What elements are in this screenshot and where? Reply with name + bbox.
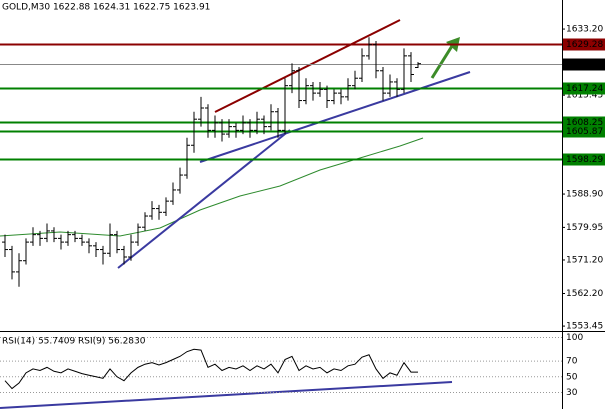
level-label: 1629.28	[566, 40, 603, 50]
level-label-bg	[563, 58, 605, 71]
trend-line	[214, 19, 401, 113]
trend-line	[117, 129, 291, 269]
trend-line	[199, 71, 471, 163]
level-label: 1598.29	[566, 155, 603, 165]
rsi-tick-label: 30	[566, 388, 578, 398]
level-label: 1623.91	[566, 60, 603, 70]
rsi-line	[4, 348, 418, 390]
y-tick-label: 1553.45	[566, 322, 603, 332]
level-label: 1617.24	[566, 84, 603, 94]
moving-average	[0, 137, 424, 237]
level-label-bg	[563, 153, 605, 166]
rsi-tick-label: 50	[566, 372, 578, 382]
rsi-title: RSI(14) 55.7409 RSI(9) 56.2830	[2, 337, 146, 347]
y-tick-label: 1571.20	[566, 255, 603, 265]
y-tick-label: 1615.45	[566, 91, 603, 101]
level-label-bg	[563, 38, 605, 51]
rsi-tick-label: 100	[566, 333, 583, 343]
level-label: 1605.87	[566, 127, 603, 137]
level-label-bg	[563, 125, 605, 138]
y-tick-label: 1588.90	[566, 190, 603, 200]
y-tick-label: 1633.20	[566, 25, 603, 35]
level-label: 1608.25	[566, 118, 603, 128]
rsi-trend-line	[0, 381, 453, 409]
level-label-bg	[563, 82, 605, 95]
arrow	[430, 45, 454, 79]
y-tick-label: 1579.95	[566, 223, 603, 233]
y-tick-label: 1562.20	[566, 289, 603, 299]
rsi-tick-label: 70	[566, 357, 578, 367]
chart-title: GOLD,M30 1622.88 1624.31 1622.75 1623.91	[2, 3, 210, 13]
